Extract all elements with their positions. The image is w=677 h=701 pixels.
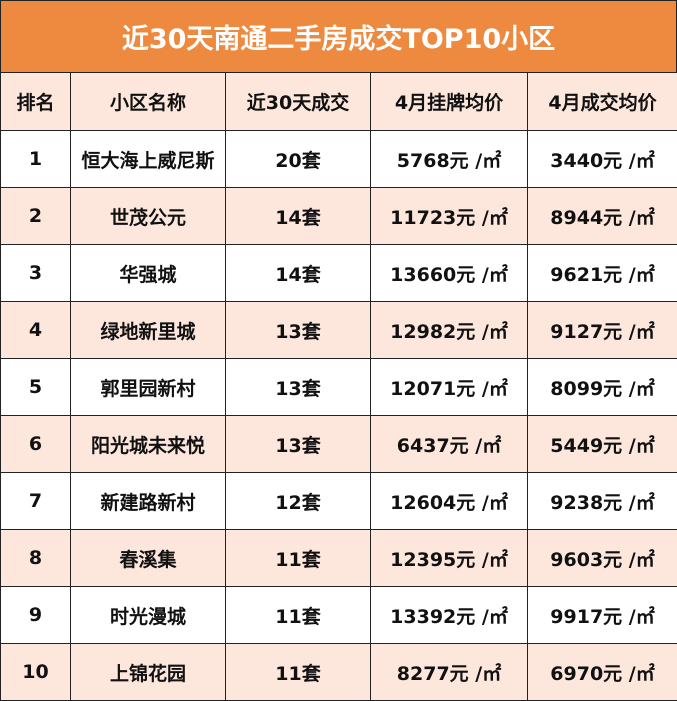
- table-cell: 9621元 /㎡: [527, 244, 677, 302]
- table-cell: 13392元 /㎡: [370, 586, 528, 644]
- header-cell: 小区名称: [70, 72, 226, 131]
- table-cell: 5768元 /㎡: [370, 130, 528, 188]
- table-cell: 9127元 /㎡: [527, 301, 677, 359]
- table-cell: 12套: [225, 472, 371, 530]
- table-cell: 8277元 /㎡: [370, 643, 528, 701]
- table-row: 10 上锦花园 11套 8277元 /㎡ 6970元 /㎡: [0, 643, 677, 701]
- table-cell: 3440元 /㎡: [527, 130, 677, 188]
- table-cell: 12395元 /㎡: [370, 529, 528, 587]
- table-cell: 华强城: [70, 244, 226, 302]
- table-cell: 新建路新村: [70, 472, 226, 530]
- table-row: 8 春溪集 11套 12395元 /㎡ 9603元 /㎡: [0, 529, 677, 587]
- title-bar: 近30天南通二手房成交TOP10小区: [0, 0, 677, 72]
- table-cell: 13套: [225, 301, 371, 359]
- table-row: 4 绿地新里城 13套 12982元 /㎡ 9127元 /㎡: [0, 301, 677, 359]
- ranking-table: 排名 小区名称 近30天成交 4月挂牌均价 4月成交均价 1 恒大海上威尼斯 20套 5768…: [0, 72, 677, 701]
- table-cell: 郭里园新村: [70, 358, 226, 416]
- table-cell: 5: [0, 358, 71, 416]
- table-cell: 10: [0, 643, 71, 701]
- table-cell: 上锦花园: [70, 643, 226, 701]
- table-cell: 9917元 /㎡: [527, 586, 677, 644]
- table-cell: 11套: [225, 643, 371, 701]
- table-cell: 12982元 /㎡: [370, 301, 528, 359]
- table-cell: 时光漫城: [70, 586, 226, 644]
- table-cell: 8099元 /㎡: [527, 358, 677, 416]
- table-cell: 8: [0, 529, 71, 587]
- table-cell: 2: [0, 187, 71, 245]
- header-cell: 4月成交均价: [527, 72, 677, 131]
- table-body: 1 恒大海上威尼斯 20套 5768元 /㎡ 3440元 /㎡ 2 世茂公元 14套 11723…: [0, 130, 677, 701]
- table-cell: 9603元 /㎡: [527, 529, 677, 587]
- table-row: 2 世茂公元 14套 11723元 /㎡ 8944元 /㎡: [0, 187, 677, 245]
- table-cell: 4: [0, 301, 71, 359]
- header-cell: 近30天成交: [225, 72, 371, 131]
- table-cell: 阳光城未来悦: [70, 415, 226, 473]
- table-cell: 14套: [225, 187, 371, 245]
- header-cell: 4月挂牌均价: [370, 72, 528, 131]
- table-cell: 20套: [225, 130, 371, 188]
- header-row: 排名 小区名称 近30天成交 4月挂牌均价 4月成交均价: [0, 72, 677, 131]
- header-cell: 排名: [0, 72, 71, 131]
- table-row: 1 恒大海上威尼斯 20套 5768元 /㎡ 3440元 /㎡: [0, 130, 677, 188]
- table-row: 5 郭里园新村 13套 12071元 /㎡ 8099元 /㎡: [0, 358, 677, 416]
- table-cell: 12071元 /㎡: [370, 358, 528, 416]
- table-cell: 9: [0, 586, 71, 644]
- table-cell: 绿地新里城: [70, 301, 226, 359]
- table-cell: 5449元 /㎡: [527, 415, 677, 473]
- table-cell: 春溪集: [70, 529, 226, 587]
- table-cell: 6970元 /㎡: [527, 643, 677, 701]
- table-cell: 3: [0, 244, 71, 302]
- table-cell: 6437元 /㎡: [370, 415, 528, 473]
- table-row: 6 阳光城未来悦 13套 6437元 /㎡ 5449元 /㎡: [0, 415, 677, 473]
- table-cell: 8944元 /㎡: [527, 187, 677, 245]
- table-cell: 6: [0, 415, 71, 473]
- table-row: 3 华强城 14套 13660元 /㎡ 9621元 /㎡: [0, 244, 677, 302]
- table-cell: 13套: [225, 415, 371, 473]
- table-cell: 12604元 /㎡: [370, 472, 528, 530]
- table-cell: 14套: [225, 244, 371, 302]
- table-cell: 11套: [225, 529, 371, 587]
- table-cell: 9238元 /㎡: [527, 472, 677, 530]
- table-row: 9 时光漫城 11套 13392元 /㎡ 9917元 /㎡: [0, 586, 677, 644]
- table-cell: 13套: [225, 358, 371, 416]
- table-cell: 11套: [225, 586, 371, 644]
- table-cell: 7: [0, 472, 71, 530]
- table-cell: 世茂公元: [70, 187, 226, 245]
- table-row: 7 新建路新村 12套 12604元 /㎡ 9238元 /㎡: [0, 472, 677, 530]
- table-cell: 恒大海上威尼斯: [70, 130, 226, 188]
- table-cell: 13660元 /㎡: [370, 244, 528, 302]
- table-cell: 1: [0, 130, 71, 188]
- table-cell: 11723元 /㎡: [370, 187, 528, 245]
